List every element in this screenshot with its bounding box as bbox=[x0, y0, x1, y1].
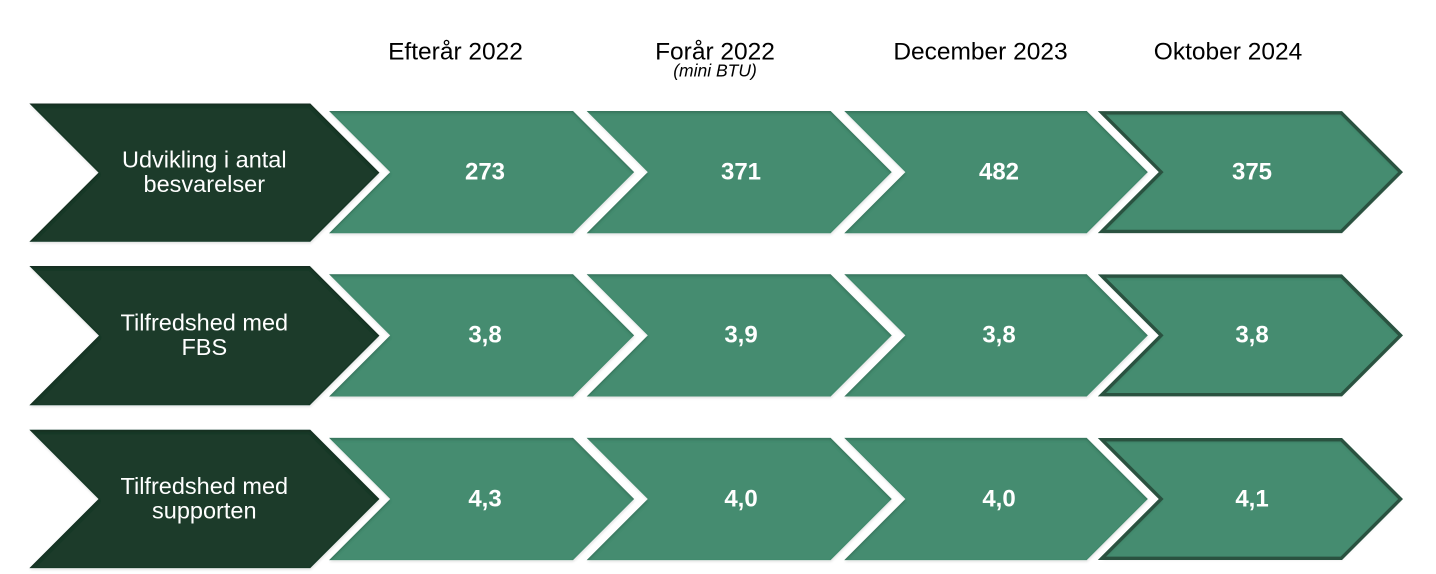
svg-text:482: 482 bbox=[979, 158, 1019, 185]
svg-text:371: 371 bbox=[721, 158, 761, 185]
svg-text:Udvikling i antal: Udvikling i antal bbox=[122, 146, 287, 172]
svg-text:December 2023: December 2023 bbox=[893, 39, 1067, 66]
svg-text:Tilfredshed med: Tilfredshed med bbox=[120, 310, 288, 336]
svg-text:4,1: 4,1 bbox=[1235, 485, 1268, 512]
svg-text:375: 375 bbox=[1232, 158, 1272, 185]
svg-text:4,0: 4,0 bbox=[724, 485, 757, 512]
svg-text:Efterår 2022: Efterår 2022 bbox=[388, 39, 523, 66]
svg-text:Forår 2022: Forår 2022 bbox=[655, 39, 775, 66]
svg-text:Tilfredshed med: Tilfredshed med bbox=[120, 473, 288, 499]
svg-text:besvarelser: besvarelser bbox=[144, 171, 266, 197]
svg-text:4,3: 4,3 bbox=[468, 485, 501, 512]
svg-text:Oktober 2024: Oktober 2024 bbox=[1154, 39, 1302, 66]
svg-text:3,8: 3,8 bbox=[468, 322, 501, 349]
svg-text:3,8: 3,8 bbox=[982, 322, 1015, 349]
svg-text:supporten: supporten bbox=[152, 498, 257, 524]
svg-text:3,8: 3,8 bbox=[1235, 322, 1268, 349]
svg-text:3,9: 3,9 bbox=[724, 322, 757, 349]
svg-text:273: 273 bbox=[465, 158, 505, 185]
svg-text:4,0: 4,0 bbox=[982, 485, 1015, 512]
svg-text:(mini BTU): (mini BTU) bbox=[673, 61, 757, 81]
svg-text:FBS: FBS bbox=[181, 334, 227, 360]
